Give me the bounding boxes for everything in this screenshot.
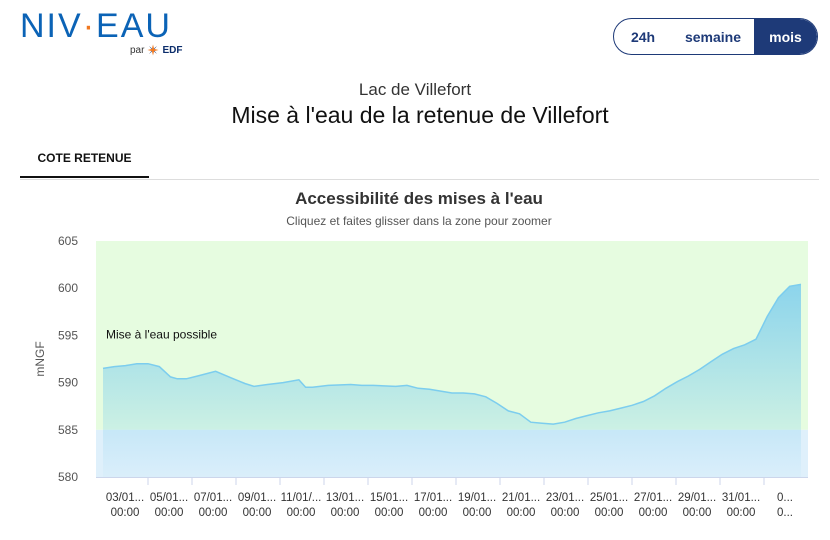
- x-tick-label: 11/01/...: [281, 492, 322, 504]
- x-tick-label: 13/01...: [326, 492, 364, 504]
- x-tick-label: 19/01...: [458, 492, 496, 504]
- x-tick-label: 00:00: [551, 507, 580, 519]
- x-tick-label: 00:00: [639, 507, 668, 519]
- level-chart[interactable]: Accessibilité des mises à l'eau Cliquez …: [0, 180, 830, 540]
- plot-area[interactable]: Mise à l'eau possible 580 585 590 595 600 605 0…: [58, 234, 808, 519]
- x-tick-label: 00:00: [595, 507, 624, 519]
- edf-flower-icon: [147, 44, 159, 56]
- x-tick-label: 0...: [777, 507, 793, 519]
- y-tick-label: 590: [58, 376, 78, 390]
- x-tick-label: 09/01...: [238, 492, 276, 504]
- y-tick-label: 585: [58, 423, 78, 437]
- chart-title: Accessibilité des mises à l'eau: [295, 189, 543, 208]
- y-axis-label: mNGF: [33, 341, 47, 376]
- x-tick-label: 00:00: [199, 507, 228, 519]
- x-tick-label: 00:00: [419, 507, 448, 519]
- x-tick-label: 0...: [777, 492, 793, 504]
- period-24h-button[interactable]: 24h: [630, 28, 656, 45]
- tab-cote-retenue[interactable]: COTE RETENUE: [20, 140, 149, 178]
- x-tick-label: 17/01...: [414, 492, 452, 504]
- x-tick-label: 00:00: [375, 507, 404, 519]
- chart-subtitle: Cliquez et faites glisser dans la zone p…: [286, 214, 551, 228]
- x-tick-label: 29/01...: [678, 492, 716, 504]
- series-line: [102, 283, 802, 425]
- y-tick-label: 605: [58, 234, 78, 248]
- x-tick-label: 25/01...: [590, 492, 628, 504]
- logo-dot: ·: [82, 7, 97, 45]
- niveau-logo[interactable]: NIV·EAU par EDF: [20, 6, 190, 58]
- period-month-button[interactable]: mois: [754, 19, 817, 54]
- logo-part-2: EAU: [96, 7, 172, 45]
- lake-name: Lac de Villefort: [358, 80, 472, 99]
- logo-byline: par EDF: [130, 44, 182, 56]
- y-tick-label: 595: [58, 328, 78, 342]
- band-label: Mise à l'eau possible: [106, 327, 217, 341]
- x-tick-label: 00:00: [243, 507, 272, 519]
- x-tick-label: 00:00: [463, 507, 492, 519]
- x-tick-label: 00:00: [727, 507, 756, 519]
- x-tick-label: 31/01...: [722, 492, 760, 504]
- y-tick-label: 600: [58, 281, 78, 295]
- series-area: [103, 284, 801, 477]
- x-tick-label: 23/01...: [546, 492, 584, 504]
- x-tick-label: 03/01...: [106, 492, 144, 504]
- page-title: Mise à l'eau de la retenue de Villefort: [231, 102, 609, 128]
- x-tick-label: 05/01...: [150, 492, 188, 504]
- period-week-button[interactable]: semaine: [684, 28, 742, 45]
- x-tick-label: 00:00: [155, 507, 184, 519]
- logo-wordmark: NIV·EAU: [20, 6, 172, 46]
- period-toggle: 24h semaine mois: [613, 18, 818, 55]
- tab-divider: [20, 179, 819, 180]
- logo-part-1: NIV: [20, 7, 83, 45]
- x-tick-label: 27/01...: [634, 492, 672, 504]
- x-tick-label: 00:00: [683, 507, 712, 519]
- x-tick-label: 00:00: [287, 507, 316, 519]
- x-tick-label: 07/01...: [194, 492, 232, 504]
- by-label: par: [130, 44, 145, 56]
- y-tick-label: 580: [58, 470, 78, 484]
- x-tick-label: 00:00: [507, 507, 536, 519]
- x-tick-label: 00:00: [331, 507, 360, 519]
- x-tick-label: 00:00: [111, 507, 140, 519]
- edf-label: EDF: [162, 44, 183, 56]
- x-tick-label: 15/01...: [370, 492, 408, 504]
- x-tick-label: 21/01...: [502, 492, 540, 504]
